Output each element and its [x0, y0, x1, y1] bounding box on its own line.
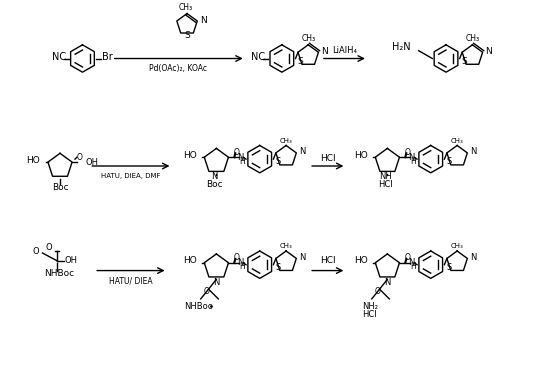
Text: HCl: HCl	[320, 154, 336, 163]
Text: HCl: HCl	[320, 256, 336, 265]
Text: O: O	[233, 253, 239, 262]
Text: S: S	[275, 263, 280, 272]
Text: O: O	[32, 246, 39, 255]
Text: N: N	[237, 153, 243, 162]
Text: OH: OH	[86, 157, 99, 166]
Text: N: N	[213, 278, 219, 287]
Text: NH: NH	[379, 172, 392, 181]
Text: Boc: Boc	[206, 180, 223, 189]
Text: N: N	[321, 47, 328, 56]
Text: N: N	[299, 253, 306, 262]
Text: CH₃: CH₃	[280, 138, 293, 144]
Text: O: O	[77, 153, 83, 162]
Text: O: O	[375, 286, 381, 295]
Text: CH₃: CH₃	[451, 138, 464, 144]
Text: NHBoc: NHBoc	[44, 269, 74, 278]
Text: Pd(OAc)₂, KOAc: Pd(OAc)₂, KOAc	[149, 64, 207, 73]
Text: LiAlH₄: LiAlH₄	[332, 46, 357, 55]
Text: S: S	[446, 263, 452, 272]
Text: Boc: Boc	[52, 183, 68, 192]
Text: O: O	[233, 148, 239, 157]
Text: CH₃: CH₃	[280, 243, 293, 249]
Text: H: H	[410, 262, 416, 271]
Text: N: N	[237, 258, 243, 267]
Text: HCl: HCl	[362, 310, 377, 319]
Text: NHBoc: NHBoc	[185, 302, 213, 311]
Text: CH₃: CH₃	[451, 243, 464, 249]
Text: H: H	[239, 157, 245, 166]
Text: H: H	[410, 157, 416, 166]
Text: O: O	[46, 243, 53, 252]
Text: O: O	[404, 253, 410, 262]
Text: HO: HO	[183, 256, 196, 265]
Text: OH: OH	[65, 256, 78, 265]
Text: NC: NC	[251, 52, 266, 62]
Text: CH₃: CH₃	[301, 34, 315, 43]
Text: N: N	[408, 258, 414, 267]
Text: CH₃: CH₃	[465, 34, 480, 43]
Text: N: N	[486, 47, 492, 56]
Text: HO: HO	[354, 151, 367, 160]
Text: S: S	[275, 157, 280, 166]
Text: CH₃: CH₃	[179, 3, 193, 12]
Text: HO: HO	[26, 156, 40, 165]
Text: Br: Br	[102, 52, 112, 62]
Text: NH₂: NH₂	[362, 302, 378, 311]
Text: N: N	[408, 153, 414, 162]
Text: O: O	[204, 286, 210, 295]
Text: N: N	[470, 253, 477, 262]
Text: O: O	[404, 148, 410, 157]
Text: S: S	[297, 57, 303, 66]
Text: HCl: HCl	[378, 180, 393, 189]
Text: S: S	[461, 57, 467, 66]
Text: S: S	[446, 157, 452, 166]
Text: HO: HO	[183, 151, 196, 160]
Text: HATU/ DIEA: HATU/ DIEA	[108, 277, 152, 286]
Text: H: H	[239, 262, 245, 271]
Text: N: N	[200, 15, 207, 25]
Text: N: N	[211, 172, 218, 181]
Text: HATU, DIEA, DMF: HATU, DIEA, DMF	[101, 173, 160, 179]
Text: NC: NC	[52, 52, 66, 62]
Text: N: N	[470, 147, 477, 156]
Text: S: S	[184, 31, 190, 40]
Text: N: N	[384, 278, 390, 287]
Text: N: N	[299, 147, 306, 156]
Text: H₂N: H₂N	[392, 42, 411, 52]
Text: HO: HO	[354, 256, 367, 265]
